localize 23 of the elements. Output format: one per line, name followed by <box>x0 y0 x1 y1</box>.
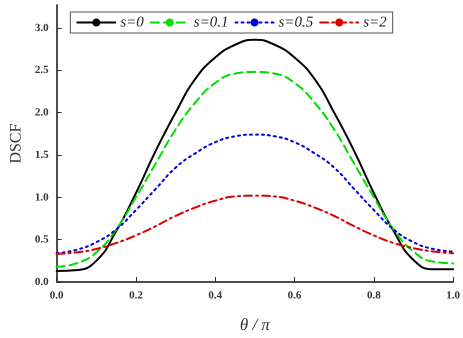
x-tick-label: 0.0 <box>50 290 64 302</box>
legend-label: s=0.5 <box>278 14 314 30</box>
x-tick-label: 0.4 <box>208 290 223 302</box>
x-tick-label: 0.6 <box>288 290 302 302</box>
y-tick-label: 0.0 <box>34 276 50 288</box>
legend-label: s=0 <box>120 14 144 30</box>
x-tick-label: 0.2 <box>129 290 144 302</box>
legend-label: s=2 <box>363 14 388 30</box>
legend-label: s=0.1 <box>194 14 229 30</box>
x-axis-title: θ / π <box>240 315 270 334</box>
line-series <box>56 134 454 254</box>
y-tick-label: 1.0 <box>34 191 50 204</box>
line-series <box>56 194 454 256</box>
y-tick-label: 3.0 <box>34 22 50 34</box>
x-tick-label: 1.0 <box>446 290 460 302</box>
y-tick-label: 0.5 <box>34 234 50 246</box>
line-series <box>56 38 454 272</box>
line-series <box>56 70 454 268</box>
y-tick-label: 2.5 <box>34 64 50 76</box>
y-tick-label: 1.5 <box>34 148 50 161</box>
y-tick-label: 2.0 <box>34 106 50 119</box>
y-axis-title: DSCF <box>8 123 24 164</box>
x-tick-label: 0.8 <box>366 290 382 302</box>
